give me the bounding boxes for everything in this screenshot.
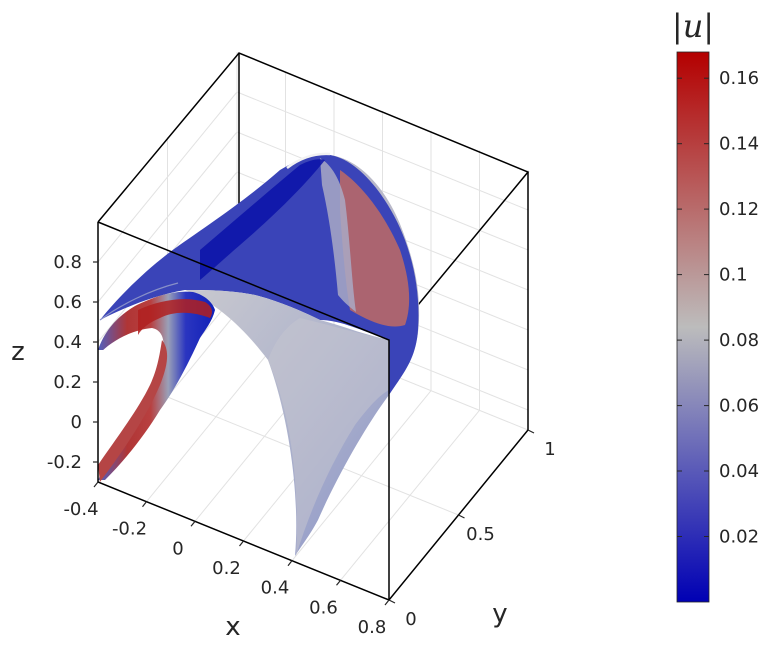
x-axis-label: x [225, 612, 240, 642]
colorbar-tick-label: 0.1 [719, 265, 748, 286]
y-axis-label: y [492, 599, 507, 629]
colorbar-gradient [676, 51, 710, 603]
colorbar: |u| 0.02 0.04 0.06 0.08 0.1 0.12 0.14 0.16 [672, 7, 759, 603]
y-tick-label: 0.5 [466, 524, 495, 545]
colorbar-title: |u| [672, 7, 714, 45]
x-tick-mark [142, 501, 147, 508]
x-tick-label: 0.4 [261, 578, 290, 599]
y-tick-mark [388, 599, 396, 604]
x-tick-mark [336, 579, 341, 586]
x-tick-label: 0 [172, 538, 183, 559]
grid-line-z-back [236, 91, 529, 211]
x-tick-label: 0.2 [212, 558, 241, 579]
colorbar-tick-label: 0.04 [719, 461, 759, 482]
x-tick-mark [384, 599, 390, 606]
x-tick-label: 0.6 [309, 597, 338, 618]
axes-box-back [97, 52, 530, 341]
colorbar-tick-label: 0.14 [719, 134, 759, 155]
colorbar-tick-label: 0.02 [719, 527, 759, 548]
z-tick-label: -0.2 [47, 452, 82, 473]
y-tick-mark [527, 429, 535, 434]
axis-ticks: -0.4 -0.2 0 0.2 0.4 0.6 0.8 0 0.5 1 -0.2 0 0.2 0.4 0.6… [47, 252, 556, 638]
z-tick-label: 0.2 [53, 372, 82, 393]
colorbar-tick-label: 0.06 [719, 396, 759, 417]
x-tick-label: 0.8 [358, 617, 387, 638]
colorbar-tick-label: 0.08 [719, 330, 759, 351]
grid-line-z [97, 91, 238, 263]
y-tick-label: 1 [544, 439, 555, 460]
z-tick-label: 0.6 [53, 292, 82, 313]
y-tick-label: 0 [405, 609, 416, 630]
z-tick-label: 0.4 [53, 332, 82, 353]
colorbar-ticks: 0.02 0.04 0.06 0.08 0.1 0.12 0.14 0.16 [677, 68, 759, 548]
x-tick-label: -0.4 [63, 499, 98, 520]
x-tick-mark [93, 481, 99, 488]
x-tick-mark [190, 520, 196, 527]
y-tick-mark [458, 514, 465, 519]
colorbar-tick-label: 0.12 [719, 199, 759, 220]
z-tick-label: 0 [71, 412, 82, 433]
x-tick-label: -0.2 [112, 519, 147, 540]
z-tick-label: 0.8 [53, 252, 82, 273]
grid-line-z [97, 131, 238, 303]
z-axis-label: z [11, 337, 25, 367]
x-tick-mark [287, 560, 293, 567]
colorbar-tick-label: 0.16 [719, 68, 759, 89]
arch-surface [98, 152, 420, 556]
x-tick-mark [239, 540, 244, 547]
